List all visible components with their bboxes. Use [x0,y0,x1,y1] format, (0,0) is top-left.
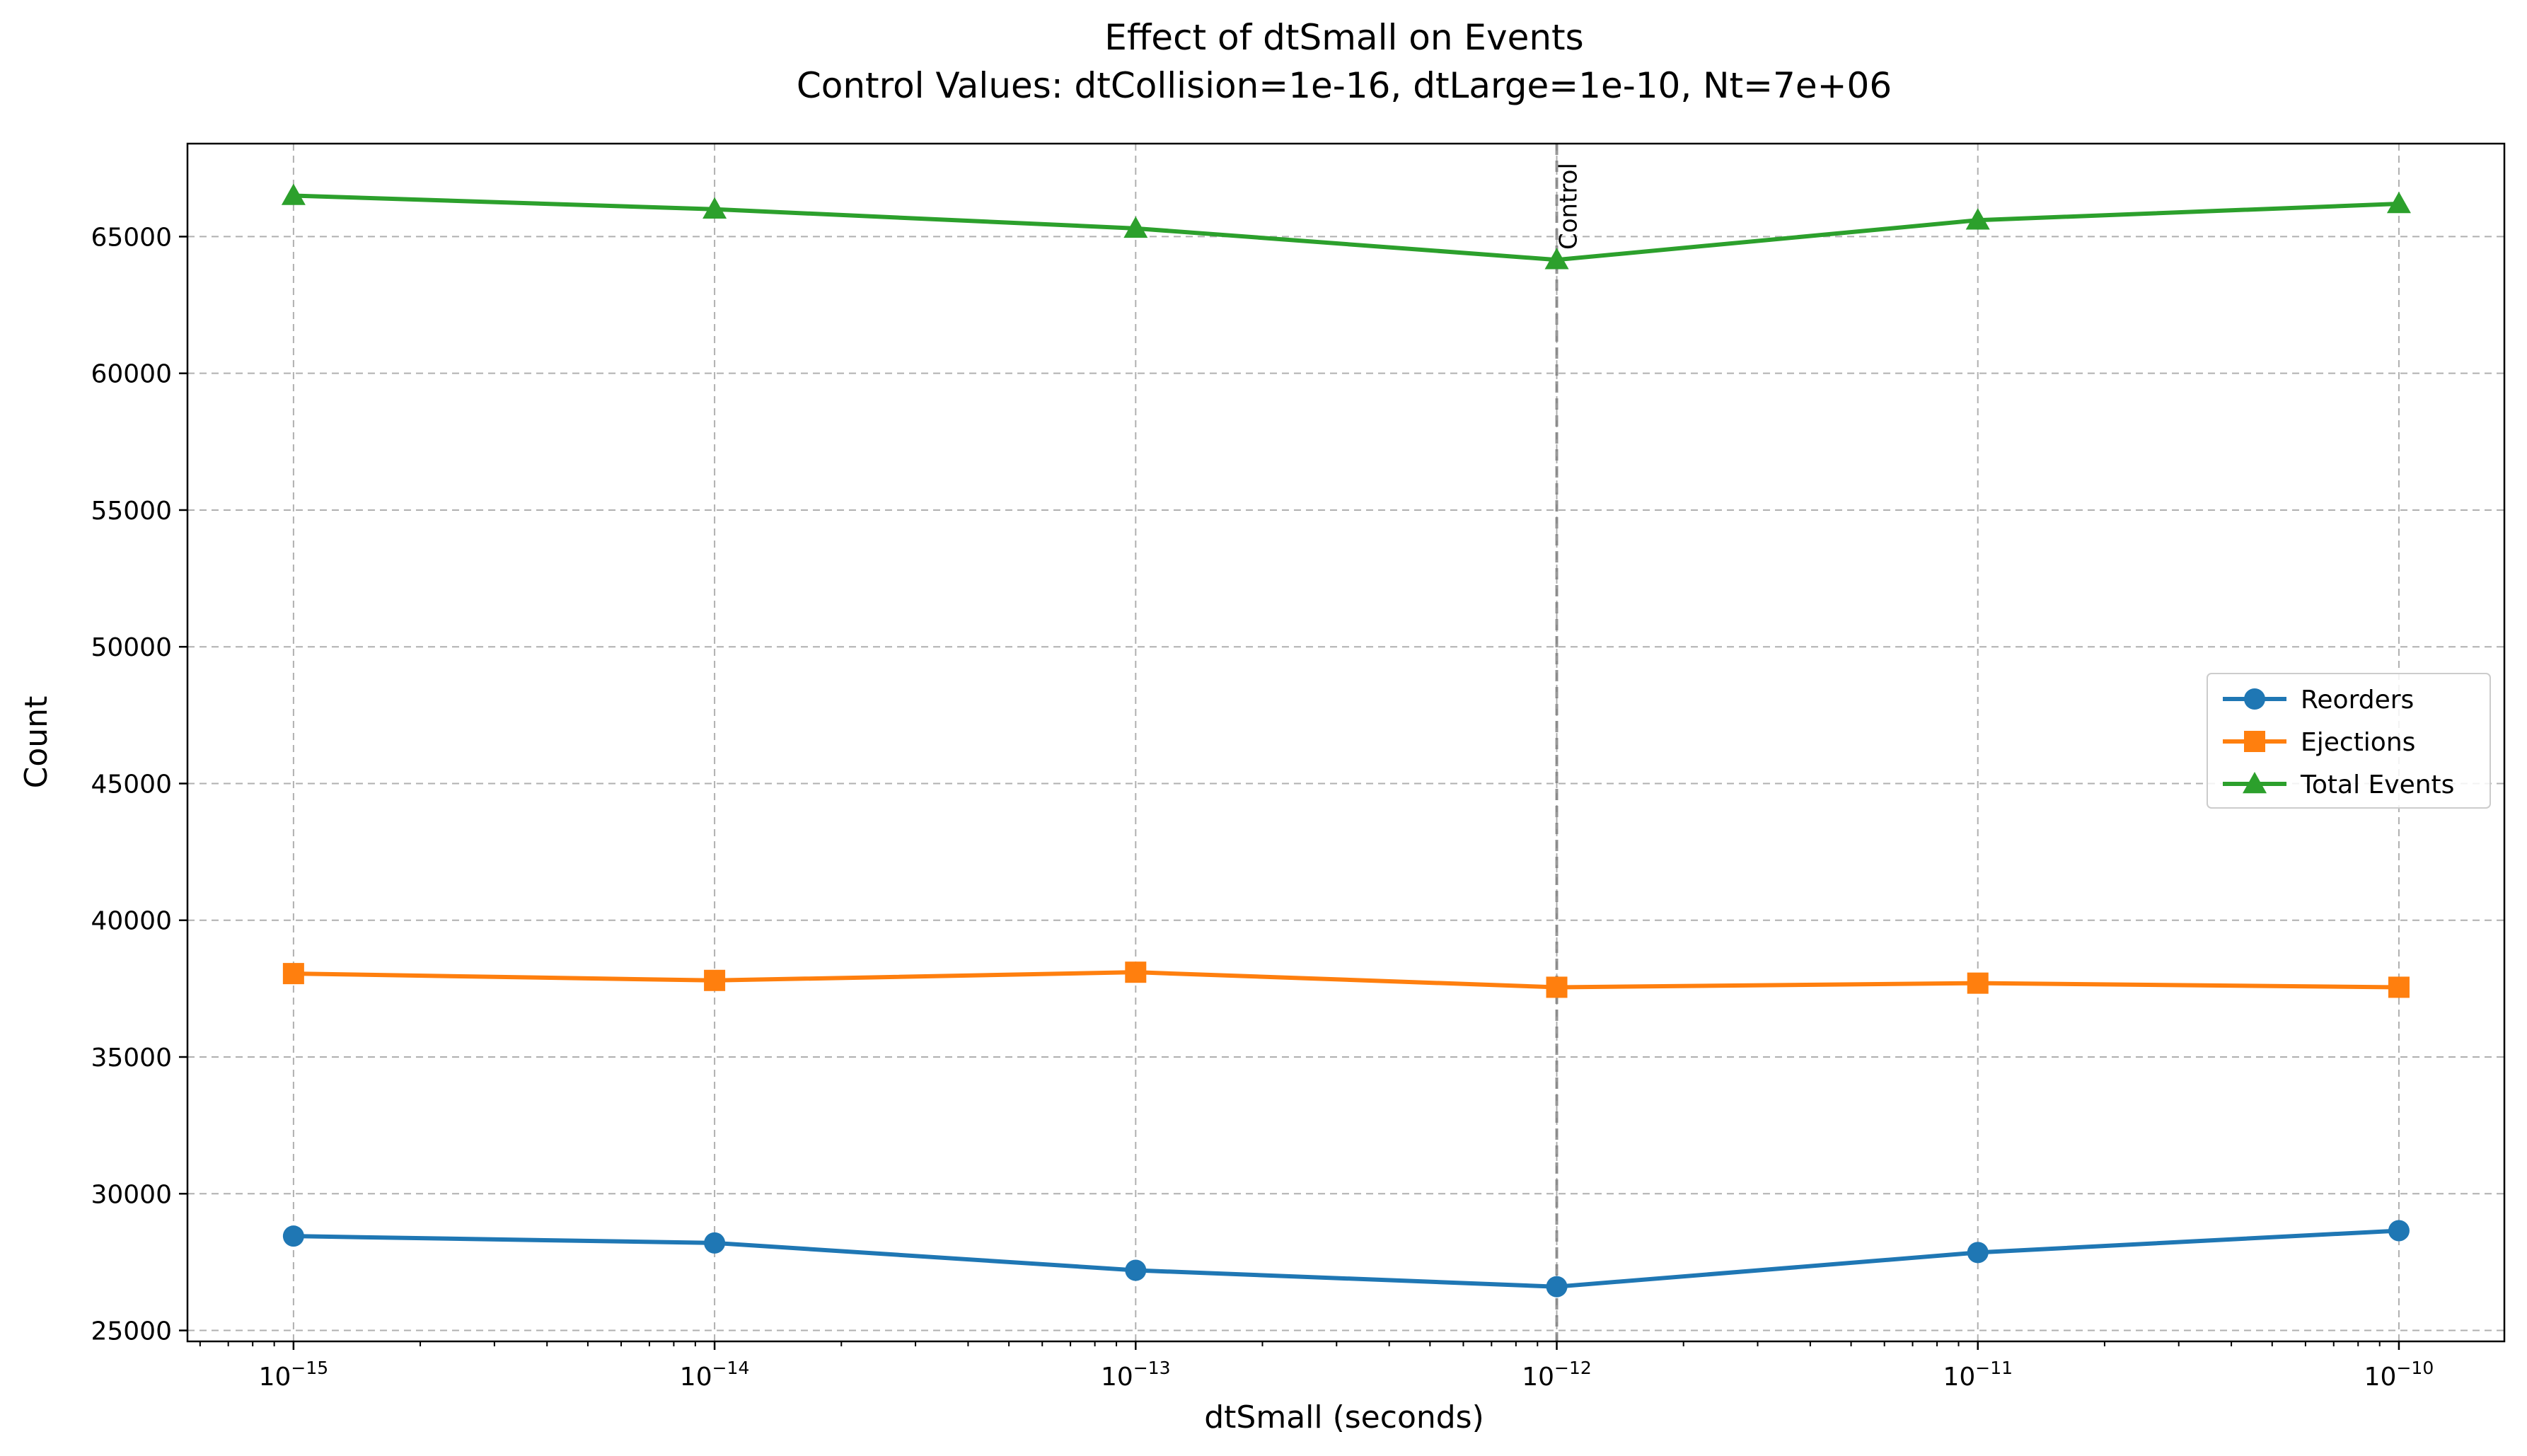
series-layer [281,183,2411,1298]
series-ejections [282,961,2410,998]
data-point-ejections [1125,961,1147,983]
x-axis-title: dtSmall (seconds) [1204,1399,1484,1435]
data-point-total-events [1965,208,1990,230]
data-point-reorders [2388,1220,2410,1242]
control-reference: Control [1555,144,1583,1341]
legend-swatch-marker [2244,688,2265,710]
data-point-total-events [702,197,727,219]
legend-label: Total Events [2300,770,2454,799]
chart-subtitle: Control Values: dtCollision=1e-16, dtLar… [797,65,1892,106]
data-point-reorders [1125,1259,1147,1281]
legend-item-reorders: Reorders [2223,686,2414,715]
x-tick-label: 10−11 [1943,1358,2013,1392]
y-tick-label: 30000 [91,1180,172,1209]
data-point-reorders [704,1232,726,1254]
data-point-total-events [1123,216,1148,238]
x-tick-label: 10−10 [2364,1358,2434,1392]
data-point-ejections [704,969,726,991]
y-tick-label: 45000 [91,770,172,799]
legend-label: Ejections [2301,728,2415,757]
series-line-reorders [293,1228,2400,1289]
data-point-total-events [1544,248,1569,270]
legend-box [2207,673,2491,809]
y-axis-title: Count [18,696,54,789]
y-tick-label: 35000 [91,1044,172,1073]
data-point-ejections [1967,972,1989,994]
legend-label: Reorders [2301,686,2414,715]
series-total-events [281,183,2411,270]
grid-lines [187,144,2504,1341]
data-point-reorders [1967,1242,1989,1264]
legend-item-ejections: Ejections [2223,728,2415,757]
data-point-total-events [281,183,306,205]
y-tick-label: 65000 [91,223,172,252]
x-tick-label: 10−14 [680,1358,750,1392]
series-reorders [282,1220,2410,1298]
data-point-reorders [282,1225,304,1247]
legend-swatch-marker [2244,731,2265,752]
legend: Reorders Ejections Total Events [2207,673,2491,809]
legend-swatch-marker [2243,772,2267,794]
series-line-total-events [293,193,2400,262]
y-axis: 25000 30000 35000 40000 45000 50000 55000 60000… [91,223,187,1346]
x-axis: 10−15 10−14 10−13 10−12 10−11 10−10 [199,1341,2434,1392]
y-tick-label: 25000 [91,1317,172,1346]
data-point-ejections [1546,976,1568,998]
y-tick-label: 55000 [91,497,172,526]
legend-item-total-events: Total Events [2223,770,2454,799]
plot-frame [186,142,2506,1343]
y-tick-label: 40000 [91,907,172,936]
data-point-total-events [2386,192,2411,214]
data-point-ejections [282,963,304,985]
chart-title: Effect of dtSmall on Events [1104,17,1583,58]
data-point-ejections [2388,976,2410,998]
control-label: Control [1555,163,1583,250]
x-tick-label: 10−13 [1101,1358,1171,1392]
y-tick-label: 50000 [91,633,172,662]
x-tick-label: 10−15 [259,1358,329,1392]
data-point-reorders [1546,1276,1568,1298]
series-line-ejections [293,970,2399,990]
x-tick-label: 10−12 [1522,1358,1592,1392]
y-tick-label: 60000 [91,360,172,389]
